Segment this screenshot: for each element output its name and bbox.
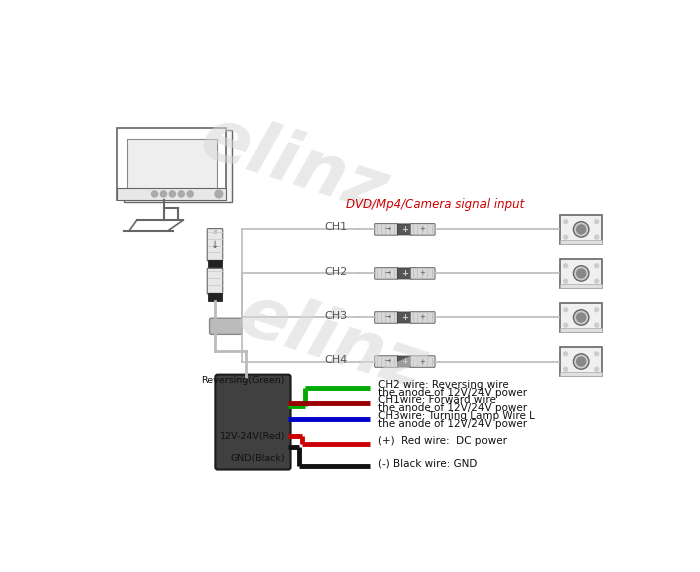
Text: 12V-24V(Red): 12V-24V(Red) (220, 432, 285, 441)
FancyBboxPatch shape (398, 268, 412, 279)
Circle shape (573, 354, 589, 370)
Text: +: + (419, 359, 425, 364)
Text: →: → (385, 227, 391, 232)
FancyBboxPatch shape (560, 347, 603, 376)
FancyBboxPatch shape (123, 130, 232, 202)
FancyBboxPatch shape (410, 224, 435, 235)
Text: (-) Black wire: GND: (-) Black wire: GND (378, 458, 477, 468)
FancyBboxPatch shape (410, 356, 435, 367)
Text: the anode of 12V/24V power: the anode of 12V/24V power (378, 388, 527, 398)
Circle shape (215, 190, 223, 198)
Circle shape (564, 235, 568, 239)
Text: CH3wire: Turning Lamp Wire L: CH3wire: Turning Lamp Wire L (378, 411, 535, 421)
FancyBboxPatch shape (560, 214, 603, 244)
Bar (118, 188, 226, 200)
Text: →: → (385, 271, 391, 276)
Text: +: + (401, 313, 408, 322)
FancyBboxPatch shape (374, 224, 398, 235)
Circle shape (573, 222, 589, 237)
Text: GND(Black): GND(Black) (230, 454, 285, 463)
Text: CH2 wire: Reversing wire: CH2 wire: Reversing wire (378, 380, 508, 390)
Circle shape (595, 323, 598, 327)
Text: (+)  Red wire:  DC power: (+) Red wire: DC power (378, 436, 507, 446)
Circle shape (595, 308, 598, 312)
FancyBboxPatch shape (398, 312, 412, 323)
Bar (208, 293, 223, 301)
Circle shape (573, 310, 589, 325)
Bar (208, 260, 223, 269)
Text: +: + (419, 227, 425, 232)
Bar (560, 372, 603, 376)
Text: Reversing(Green): Reversing(Green) (202, 376, 285, 385)
Text: +: + (419, 271, 425, 276)
Text: +: + (401, 225, 408, 234)
Bar (560, 328, 603, 332)
Circle shape (595, 352, 598, 356)
Text: +: + (419, 315, 425, 320)
Circle shape (577, 357, 586, 366)
Text: the anode of 12V/24V power: the anode of 12V/24V power (378, 419, 527, 429)
Circle shape (595, 367, 598, 371)
Text: CH2: CH2 (325, 267, 348, 276)
Text: CH4: CH4 (325, 355, 348, 364)
Bar (560, 284, 603, 288)
Circle shape (595, 279, 598, 283)
Text: →: → (385, 315, 391, 320)
Text: CH3: CH3 (325, 311, 348, 320)
Circle shape (564, 308, 568, 312)
Circle shape (564, 279, 568, 283)
Circle shape (573, 266, 589, 281)
FancyBboxPatch shape (374, 312, 398, 323)
FancyBboxPatch shape (560, 259, 603, 288)
Text: CH1wire: Forward wire: CH1wire: Forward wire (378, 395, 496, 406)
Text: elinz: elinz (192, 103, 396, 228)
FancyBboxPatch shape (207, 268, 223, 294)
Circle shape (577, 313, 586, 322)
Circle shape (577, 225, 586, 234)
FancyBboxPatch shape (209, 318, 242, 335)
Circle shape (564, 352, 568, 356)
Circle shape (151, 191, 158, 197)
FancyBboxPatch shape (410, 312, 435, 323)
FancyBboxPatch shape (216, 375, 290, 470)
FancyBboxPatch shape (398, 356, 412, 367)
Text: →: → (385, 359, 391, 364)
Circle shape (595, 220, 598, 224)
FancyBboxPatch shape (374, 356, 398, 367)
FancyBboxPatch shape (398, 224, 412, 235)
FancyBboxPatch shape (207, 229, 223, 261)
Circle shape (564, 323, 568, 327)
Circle shape (187, 191, 193, 197)
FancyBboxPatch shape (410, 268, 435, 279)
Circle shape (160, 191, 167, 197)
FancyBboxPatch shape (127, 139, 216, 189)
Text: +: + (401, 269, 408, 278)
Circle shape (564, 367, 568, 371)
Circle shape (595, 264, 598, 268)
Circle shape (564, 264, 568, 268)
FancyBboxPatch shape (560, 303, 603, 332)
Circle shape (564, 220, 568, 224)
Circle shape (577, 269, 586, 278)
Text: the anode of 12V/24V power: the anode of 12V/24V power (378, 403, 527, 414)
Circle shape (169, 191, 176, 197)
FancyBboxPatch shape (374, 268, 398, 279)
Text: CH1: CH1 (325, 223, 348, 232)
FancyBboxPatch shape (118, 128, 226, 200)
Bar (560, 240, 603, 244)
Text: ↓: ↓ (211, 240, 219, 250)
Text: elinz: elinz (230, 279, 433, 404)
Circle shape (595, 235, 598, 239)
Circle shape (178, 191, 184, 197)
Text: +: + (401, 357, 408, 366)
Text: DVD/Mp4/Camera signal input: DVD/Mp4/Camera signal input (346, 198, 524, 211)
